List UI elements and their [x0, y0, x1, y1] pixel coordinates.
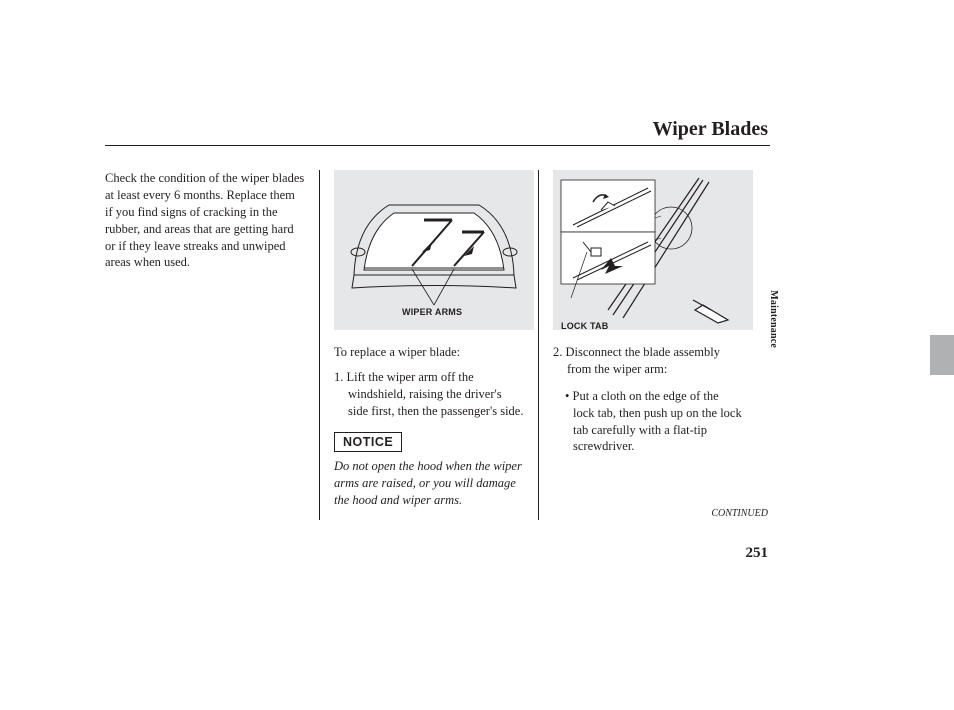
side-section-label: Maintenance	[768, 290, 779, 348]
intro-paragraph: Check the condition of the wiper blades …	[105, 170, 305, 271]
column-separator-1	[319, 170, 320, 520]
column-1: Check the condition of the wiper blades …	[105, 170, 315, 520]
content-columns: Check the condition of the wiper blades …	[105, 170, 770, 520]
column-3: LOCK TAB 2. Disconnect the blade assembl…	[543, 170, 753, 520]
page-number: 251	[746, 545, 769, 562]
s1n: 1.	[334, 370, 343, 384]
figure-wiper-arms: WIPER ARMS	[334, 170, 534, 330]
page-title: Wiper Blades	[653, 118, 768, 141]
column-separator-2	[538, 170, 539, 520]
notice-text: Do not open the hood when the wiper arms…	[334, 458, 524, 509]
figure-label-wiper-arms: WIPER ARMS	[402, 306, 462, 318]
step-2-block: 2. Disconnect the blade assembly from th…	[553, 344, 743, 378]
s2t: Disconnect the blade assembly from the w…	[566, 345, 720, 376]
replace-lead: To replace a wiper blade:	[334, 344, 524, 361]
s2n: 2.	[553, 345, 562, 359]
figure-lock-tab: LOCK TAB	[553, 170, 753, 330]
bullet-1: • Put a cloth on the edge of the lock ta…	[553, 388, 743, 456]
s1t: Lift the wiper arm off the windshield, r…	[347, 370, 524, 418]
figure-label-lock-tab: LOCK TAB	[561, 320, 608, 332]
continued-label: CONTINUED	[711, 508, 768, 519]
step-1-block: 1. Lift the wiper arm off the windshield…	[334, 369, 524, 420]
notice-label-box: NOTICE	[334, 432, 402, 453]
column-2: WIPER ARMS To replace a wiper blade: 1. …	[324, 170, 534, 520]
side-thumb-tab	[930, 335, 954, 375]
bullet-dot: •	[565, 389, 573, 403]
header-rule	[105, 145, 770, 146]
bullet-1-text: Put a cloth on the edge of the lock tab,…	[573, 389, 742, 454]
